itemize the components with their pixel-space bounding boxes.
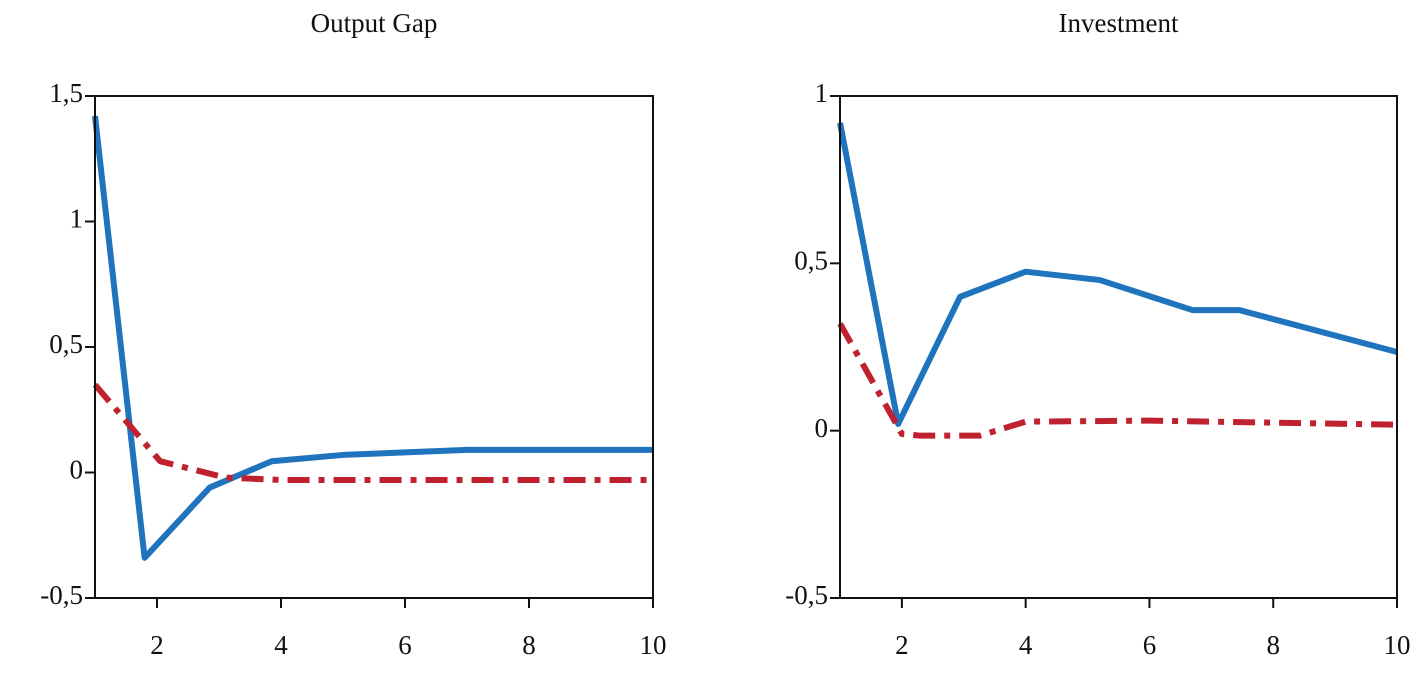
- y-tick-label: 0,5: [49, 329, 83, 359]
- x-tick-label: 2: [895, 630, 909, 660]
- x-tick-label: 10: [640, 630, 667, 660]
- chart-title: Investment: [1059, 8, 1179, 38]
- plot-frame: [94, 95, 654, 599]
- x-tick-label: 10: [1384, 630, 1411, 660]
- y-tick-label: -0,5: [785, 580, 828, 610]
- x-tick-label: 8: [522, 630, 536, 660]
- series-line: [92, 382, 653, 484]
- chart-title: Output Gap: [311, 8, 438, 38]
- y-tick-label: 1: [70, 204, 84, 234]
- x-tick-label: 4: [1019, 630, 1033, 660]
- y-tick-label: 1: [815, 78, 829, 108]
- series-line: [837, 122, 1398, 427]
- y-tick-label: 0: [70, 455, 84, 485]
- y-tick-label: 0: [815, 413, 829, 443]
- series-line: [92, 115, 653, 561]
- y-tick-label: -0,5: [40, 580, 83, 610]
- plot-frame: [839, 95, 1398, 599]
- x-tick-label: 6: [1143, 630, 1157, 660]
- y-tick-label: 0,5: [794, 246, 828, 276]
- x-tick-label: 6: [398, 630, 412, 660]
- series-line: [837, 322, 1398, 439]
- y-tick-label: 1,5: [49, 78, 83, 108]
- x-tick-label: 8: [1266, 630, 1280, 660]
- x-tick-label: 2: [150, 630, 164, 660]
- x-tick-label: 4: [274, 630, 288, 660]
